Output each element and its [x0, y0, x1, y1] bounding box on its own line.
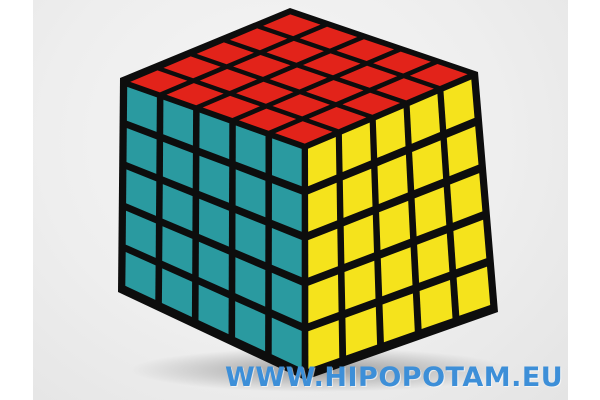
sticker: [235, 169, 266, 218]
sticker: [271, 317, 302, 369]
sticker: [409, 64, 468, 86]
sticker: [163, 56, 221, 79]
sticker: [130, 70, 188, 93]
sticker: [373, 51, 431, 74]
watermark-text: WWW.HIPOPOTAM.EU: [225, 362, 564, 393]
sticker: [409, 93, 440, 144]
sticker: [199, 198, 229, 247]
sticker: [199, 69, 257, 91]
sticker: [162, 226, 193, 275]
sticker: [125, 252, 156, 300]
top-face: [130, 14, 468, 144]
sticker: [412, 140, 444, 190]
sticker: [266, 40, 324, 63]
sticker: [235, 213, 266, 262]
sticker: [233, 55, 291, 77]
sticker: [271, 272, 302, 323]
sticker: [443, 79, 475, 130]
sticker: [229, 28, 288, 51]
sticker: [269, 67, 327, 90]
sticker: [272, 138, 302, 187]
sticker: [306, 80, 364, 103]
sticker: [238, 108, 297, 131]
sticker: [453, 219, 487, 270]
sticker: [126, 169, 157, 216]
sticker: [380, 247, 413, 297]
sticker: [303, 53, 361, 76]
sticker: [163, 99, 194, 146]
sticker: [166, 83, 224, 106]
sticker: [196, 42, 254, 65]
left-face: [125, 86, 302, 369]
sticker: [308, 137, 337, 187]
sticker: [342, 168, 373, 218]
sticker: [199, 112, 230, 160]
sticker: [308, 274, 339, 324]
sticker: [272, 94, 330, 117]
sticker: [308, 107, 367, 130]
sticker: [375, 108, 406, 158]
sticker: [125, 210, 156, 258]
sticker: [345, 306, 378, 356]
sticker: [263, 14, 321, 37]
sticker: [198, 241, 229, 291]
sticker: [308, 182, 338, 232]
sticker: [235, 301, 266, 352]
sticker: [202, 95, 260, 118]
sticker: [271, 183, 302, 232]
sticker: [198, 284, 229, 335]
sticker: [446, 126, 479, 177]
sticker: [162, 141, 193, 189]
sticker: [414, 187, 447, 237]
sticker: [271, 228, 302, 278]
sticker: [376, 78, 434, 101]
sticker: [343, 214, 374, 264]
sticker: [419, 280, 453, 329]
sticker: [417, 233, 450, 283]
sticker: [339, 65, 398, 88]
right-face: [308, 79, 491, 369]
sticker: [299, 26, 358, 49]
sticker: [235, 125, 266, 173]
sticker: [342, 92, 401, 115]
sticker: [336, 39, 395, 61]
sticker: [456, 266, 491, 316]
sticker: [379, 200, 411, 251]
sticker: [162, 184, 193, 232]
sticker: [235, 257, 266, 307]
sticker: [308, 228, 338, 278]
sticker: [341, 122, 371, 172]
sticker: [126, 128, 157, 174]
sticker: [199, 155, 230, 203]
sticker: [126, 86, 157, 132]
sticker: [308, 320, 340, 369]
sticker: [236, 81, 294, 104]
sticker: [344, 260, 376, 310]
sticker: [275, 121, 333, 144]
sticker: [161, 268, 193, 317]
sticker: [377, 154, 408, 204]
sticker: [450, 173, 483, 223]
sticker: [382, 293, 415, 343]
